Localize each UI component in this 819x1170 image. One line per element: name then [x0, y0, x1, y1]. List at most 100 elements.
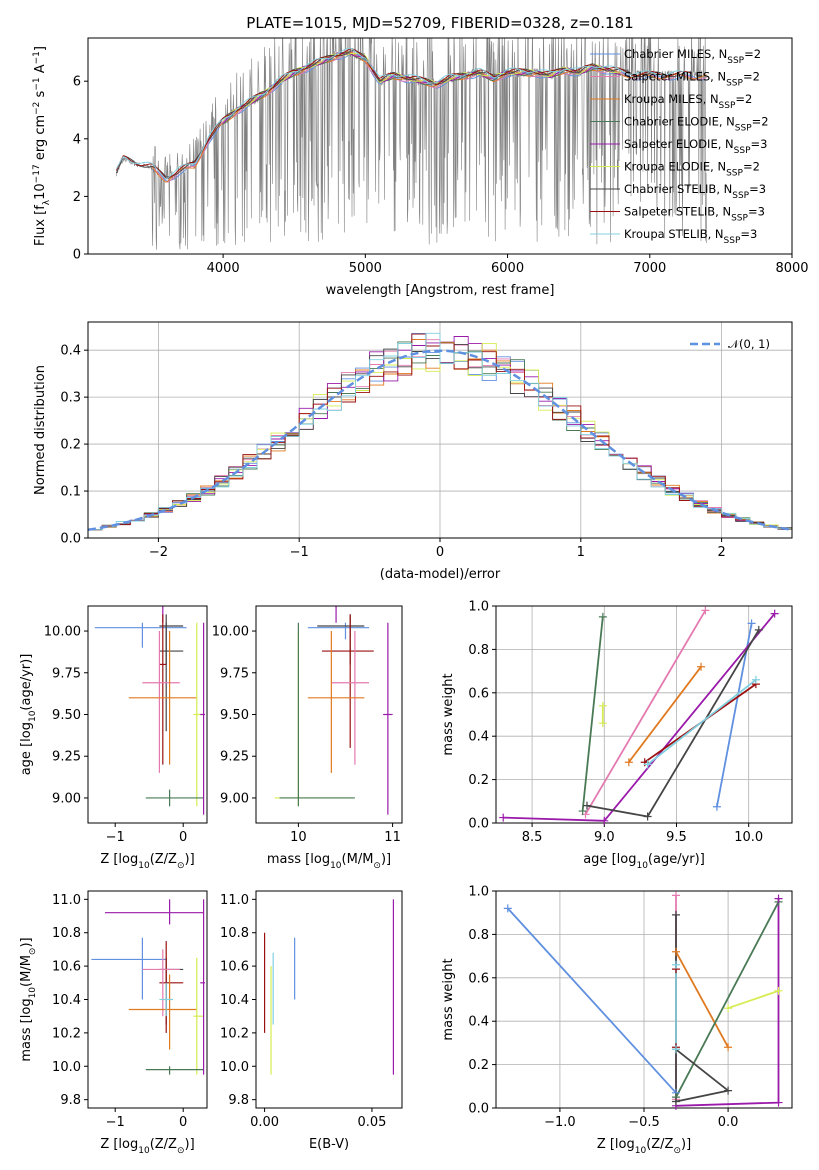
weight-line-chabrier-elodie	[675, 901, 780, 1098]
x-tick-label: 0	[179, 830, 187, 845]
y-tick-label: 9.50	[52, 708, 81, 723]
y-axis-label: mass weight	[441, 958, 456, 1040]
x-tick-label: 11	[384, 830, 401, 845]
panel-weight-vs-age: 8.5 9.0 9.5 10.0 0.0 0.2 0.4 0.6 0.8 1.0 age [log1…	[441, 600, 793, 871]
x-tick-label: 0.0	[718, 1115, 739, 1130]
legend-entry: 𝒩(0, 1)	[728, 337, 770, 351]
data-marker	[598, 701, 607, 710]
y-tick-label: 10.2	[220, 1026, 249, 1041]
x-tick-label: 5000	[349, 261, 382, 276]
y-tick-label: 9.25	[220, 750, 249, 765]
y-tick-label: 0.3	[60, 391, 81, 406]
x-axis-label: mass [log10(M/M⊙)]	[267, 852, 391, 871]
legend-entry: Chabrier STELIB, NSSP=3	[624, 182, 766, 201]
data-marker	[671, 947, 680, 956]
y-tick-label: 10.4	[220, 993, 249, 1008]
data-marker	[499, 813, 508, 822]
weight-line-chabrier-miles	[716, 623, 753, 807]
plot-area	[496, 606, 792, 823]
legend-entry: Salpeter ELODIE, NSSP=3	[624, 137, 767, 156]
grid-lines	[496, 606, 792, 823]
x-tick-label: −0.5	[628, 1115, 660, 1130]
weight-line-kroupa-stelib	[647, 679, 757, 766]
x-tick-label: −1	[106, 1115, 125, 1130]
y-tick-label: 0.4	[468, 730, 489, 745]
plot-area	[496, 891, 792, 1108]
data-marker	[671, 1097, 680, 1106]
plot-area	[263, 899, 395, 1075]
y-axis-label: Normed distribution	[33, 365, 48, 495]
y-tick-label: 10.00	[212, 625, 249, 640]
y-tick-label: 10.2	[52, 1026, 81, 1041]
weight-line-kroupa-miles	[675, 951, 729, 1048]
weight-line-salpeter-miles	[584, 609, 707, 815]
grid-lines	[496, 891, 792, 1108]
y-tick-label: 1.0	[468, 885, 489, 900]
axes-frame	[255, 890, 403, 1109]
x-axis-label: Z [log10(Z/Z⊙)]	[100, 1137, 194, 1156]
plot-area	[274, 606, 393, 815]
x-tick-label: −1.0	[544, 1115, 576, 1130]
weight-line-kroupa-elodie	[727, 989, 779, 1010]
data-marker	[754, 625, 763, 634]
x-tick-label: 2	[717, 545, 725, 560]
y-tick-label: 11.0	[52, 893, 81, 908]
y-tick-label: 11.0	[220, 893, 249, 908]
axes-frame	[87, 605, 208, 824]
legend-entry: Chabrier ELODIE, NSSP=2	[624, 115, 769, 134]
x-tick-label: −1	[106, 830, 125, 845]
y-tick-label: 10.6	[220, 960, 249, 975]
plot-area	[88, 322, 792, 538]
panel-age-vs-mass: 10 11 9.00 9.25 9.50 9.75 10.00 mass [log10(M/M…	[212, 605, 403, 871]
y-tick-label: 10.00	[44, 625, 81, 640]
plot-area	[94, 606, 205, 815]
weight-line-chabrier-miles	[507, 907, 677, 1094]
data-marker	[671, 910, 680, 919]
x-tick-label: 0.00	[250, 1115, 279, 1130]
y-tick-label: 1.0	[468, 600, 489, 615]
data-marker	[600, 816, 609, 825]
y-tick-label: 10.4	[52, 993, 81, 1008]
model-line-chabrier-elodie	[222, 52, 621, 125]
data-marker	[747, 619, 756, 628]
x-tick-label: 8.5	[522, 830, 543, 845]
y-axis-label: mass [log10(M/M⊙)]	[19, 937, 38, 1061]
plot-area	[91, 899, 205, 1075]
data-marker	[774, 1098, 783, 1107]
x-tick-label: 0.05	[357, 1115, 386, 1130]
x-tick-label: 10	[290, 830, 307, 845]
panel-age-vs-Z: −1 0 9.00 9.25 9.50 9.75 10.00 Z [log10(Z/Z⊙)] a…	[19, 605, 208, 871]
data-marker	[578, 807, 587, 816]
x-tick-label: 0	[179, 1115, 187, 1130]
y-tick-label: 9.00	[52, 791, 81, 806]
x-tick-label: 1	[577, 545, 585, 560]
data-marker	[712, 802, 721, 811]
x-tick-label: 9.5	[666, 830, 687, 845]
legend-entry: Chabrier MILES, NSSP=2	[624, 47, 761, 66]
y-tick-label: 10.0	[52, 1060, 81, 1075]
figure-title: PLATE=1015, MJD=52709, FIBERID=0328, z=0…	[246, 14, 633, 32]
y-tick-label: 10.0	[220, 1060, 249, 1075]
x-axis-label: wavelength [Angstrom, rest frame]	[326, 283, 555, 298]
axes-frame	[87, 37, 793, 255]
y-tick-label: 0.6	[468, 971, 489, 986]
x-tick-label: 7000	[633, 261, 666, 276]
y-tick-label: 9.75	[220, 666, 249, 681]
y-tick-label: 0	[73, 248, 81, 263]
x-axis-label: Z [log10(Z/Z⊙)]	[100, 852, 194, 871]
data-marker	[643, 760, 652, 769]
x-tick-label: 0	[436, 545, 444, 560]
data-marker	[643, 812, 652, 821]
panel-mass-vs-EBV: 0.00 0.05 9.8 10.0 10.2 10.4 10.6 10.8 11.0 E(B-V…	[220, 890, 403, 1152]
weight-line-kroupa-miles	[628, 666, 702, 763]
data-marker	[598, 719, 607, 728]
y-tick-label: 0.2	[468, 773, 489, 788]
data-marker	[774, 986, 783, 995]
panel-weight-vs-Z: −1.0 −0.5 0.0 0.0 0.2 0.4 0.6 0.8 1.0 Z [log10(Z/…	[441, 885, 793, 1156]
x-tick-label: 9.0	[594, 830, 615, 845]
y-tick-label: 4	[73, 132, 81, 147]
data-marker	[724, 1043, 733, 1052]
y-tick-label: 0.6	[468, 686, 489, 701]
axes-frame	[255, 605, 403, 824]
y-tick-label: 9.75	[52, 666, 81, 681]
